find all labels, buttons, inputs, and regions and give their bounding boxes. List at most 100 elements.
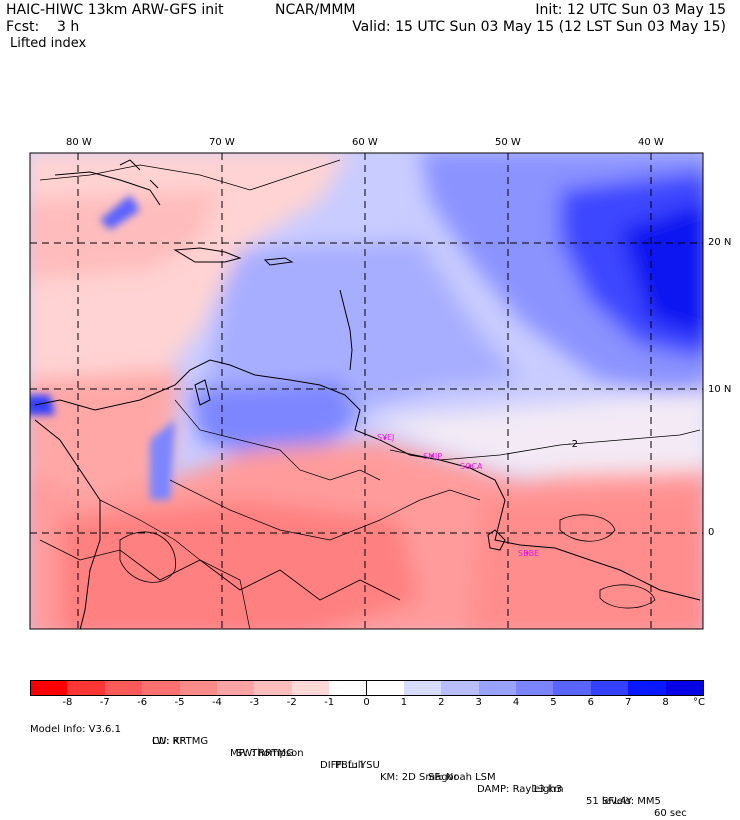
contour-loop-1 — [119, 531, 176, 583]
station-label-syej: SYEJ — [377, 433, 395, 442]
strongest-core — [620, 202, 703, 338]
map-frame — [29, 152, 704, 630]
lat-label-20n: 20 N — [708, 237, 732, 248]
hispaniola-coast — [173, 247, 242, 263]
unstable-core-east — [470, 490, 703, 629]
station-markers — [383, 436, 529, 555]
station-label-soca: SOCA — [460, 462, 483, 471]
colorbar-swatch — [254, 680, 293, 696]
lat-label-0: 0 — [708, 527, 715, 538]
colorbar-tick-label: -5 — [174, 697, 185, 708]
contour-minus2-north — [39, 159, 341, 191]
colorbar-swatch — [553, 680, 592, 696]
lat-label-10n: 10 N — [708, 384, 732, 395]
venezuela-blue — [190, 380, 360, 460]
colorbar-tick-label: -7 — [99, 697, 110, 708]
colorbar-tick-label: 1 — [400, 697, 408, 708]
station-label-sbbe: SBBE — [518, 549, 540, 558]
contour-loop-3 — [599, 584, 656, 609]
brazil-border — [169, 479, 481, 541]
colorbar-swatch — [67, 680, 106, 696]
colorbar-tick-label: 3 — [475, 697, 482, 708]
station-marker-syej — [383, 436, 387, 440]
lon-label-60w: 60 W — [352, 137, 378, 148]
colorbar-swatch — [478, 680, 518, 696]
colorbar-tick-label: 2 — [438, 697, 445, 708]
lon-label-70w: 70 W — [209, 137, 235, 148]
lesser-antilles — [339, 289, 353, 371]
colorbar-swatch — [179, 680, 218, 696]
colorbar-swatch — [441, 680, 480, 696]
init-time: Init: 12 UTC Sun 03 May 15 — [535, 2, 726, 18]
coastlines — [34, 159, 701, 629]
field-name: Lifted index — [10, 36, 87, 51]
colorbar-tick-label: 0 — [363, 697, 370, 708]
lake-maracaibo — [194, 379, 211, 406]
south-america-coast — [34, 359, 701, 601]
colorbar-swatch — [366, 680, 405, 696]
colorbar-tick-label: -4 — [211, 697, 222, 708]
pacific-coast — [34, 419, 101, 629]
station-label-smjp: SMJP — [423, 452, 443, 461]
blue-spot-far-west — [30, 395, 55, 415]
colorbar-tick-label: -6 — [137, 697, 148, 708]
colorbar-tick-label: 8 — [662, 697, 669, 708]
colorbar-tick-label: 5 — [550, 697, 557, 708]
colorbar-tick-label: -1 — [324, 697, 335, 708]
info-timestep: 60 sec — [654, 808, 687, 819]
colorbar-tick-label: 7 — [625, 697, 632, 708]
colorbar-tick-label: 4 — [512, 697, 520, 708]
center-label: NCAR/MMM — [275, 2, 356, 18]
valid-time: Valid: 15 UTC Sun 03 May 15 (12 LST Sun … — [352, 19, 726, 35]
cuba-coast — [54, 171, 161, 206]
peru-border — [99, 499, 251, 629]
colorbar-swatch — [329, 680, 368, 696]
info-lw: LW: RRTMG — [152, 736, 209, 747]
colorbar-swatch — [590, 680, 630, 696]
blue-streak-nw — [100, 195, 140, 230]
colorbar-swatch — [216, 680, 256, 696]
map-panel: 80 W 70 W 60 W 50 W 40 W 20 N 10 N 0 -2 … — [29, 137, 732, 630]
colorbar-tick-label: -8 — [62, 697, 73, 708]
station-marker-soca — [468, 464, 472, 468]
neutral-band — [370, 390, 703, 475]
colorbar-swatch — [665, 680, 704, 696]
stable-band-central — [200, 240, 520, 430]
info-version: Model Info: V3.6.1 — [30, 724, 121, 735]
info-km: KM: 2D Smagor — [380, 772, 458, 783]
unstable-region-nw-strong — [30, 190, 220, 280]
model-info-line-2: LW: RRTMG SW: RRTMG DIFF: full KM: 2D Sm… — [30, 724, 710, 808]
contour-minus2-equator — [389, 429, 701, 461]
colorbar-swatch — [104, 680, 144, 696]
lon-label-50w: 50 W — [495, 137, 521, 148]
colorbar-unit: °C — [693, 697, 705, 708]
bahamas — [119, 159, 159, 189]
colorbar-swatch — [291, 680, 331, 696]
colorbar-swatch — [142, 680, 181, 696]
lat-lon-grid — [30, 153, 703, 629]
colorbar-swatch — [30, 680, 70, 696]
info-sflay: SFLAY: MM5 — [602, 796, 661, 807]
colombia-border — [174, 399, 381, 481]
lon-label-40w: 40 W — [638, 137, 664, 148]
colorbar-tick-label: -3 — [249, 697, 260, 708]
info-damp: DAMP: Rayleigh3 — [477, 784, 563, 795]
blue-streak-west — [150, 420, 175, 500]
amazon-delta — [487, 529, 506, 551]
info-diff: DIFF: full — [320, 760, 364, 771]
station-marker-smjp — [430, 454, 434, 458]
lifted-index-map — [29, 152, 704, 630]
colorbar-swatch — [628, 680, 667, 696]
station-marker-sbbe — [525, 551, 529, 555]
contour-minus2-south — [39, 539, 401, 601]
puerto-rico-coast — [263, 257, 294, 266]
contour-value-label: -2 — [568, 439, 578, 450]
contour-loop-2 — [559, 514, 616, 542]
colorbar-tick-label: 6 — [587, 697, 595, 708]
colorbar-swatch — [516, 680, 555, 696]
forecast-hour: Fcst: 3 h — [6, 19, 80, 35]
lon-label-80w: 80 W — [66, 137, 92, 148]
colorbar-tick-label: -2 — [286, 697, 297, 708]
model-title: HAIC-HIWC 13km ARW-GFS init — [6, 2, 224, 18]
colorbar-swatch — [403, 680, 443, 696]
